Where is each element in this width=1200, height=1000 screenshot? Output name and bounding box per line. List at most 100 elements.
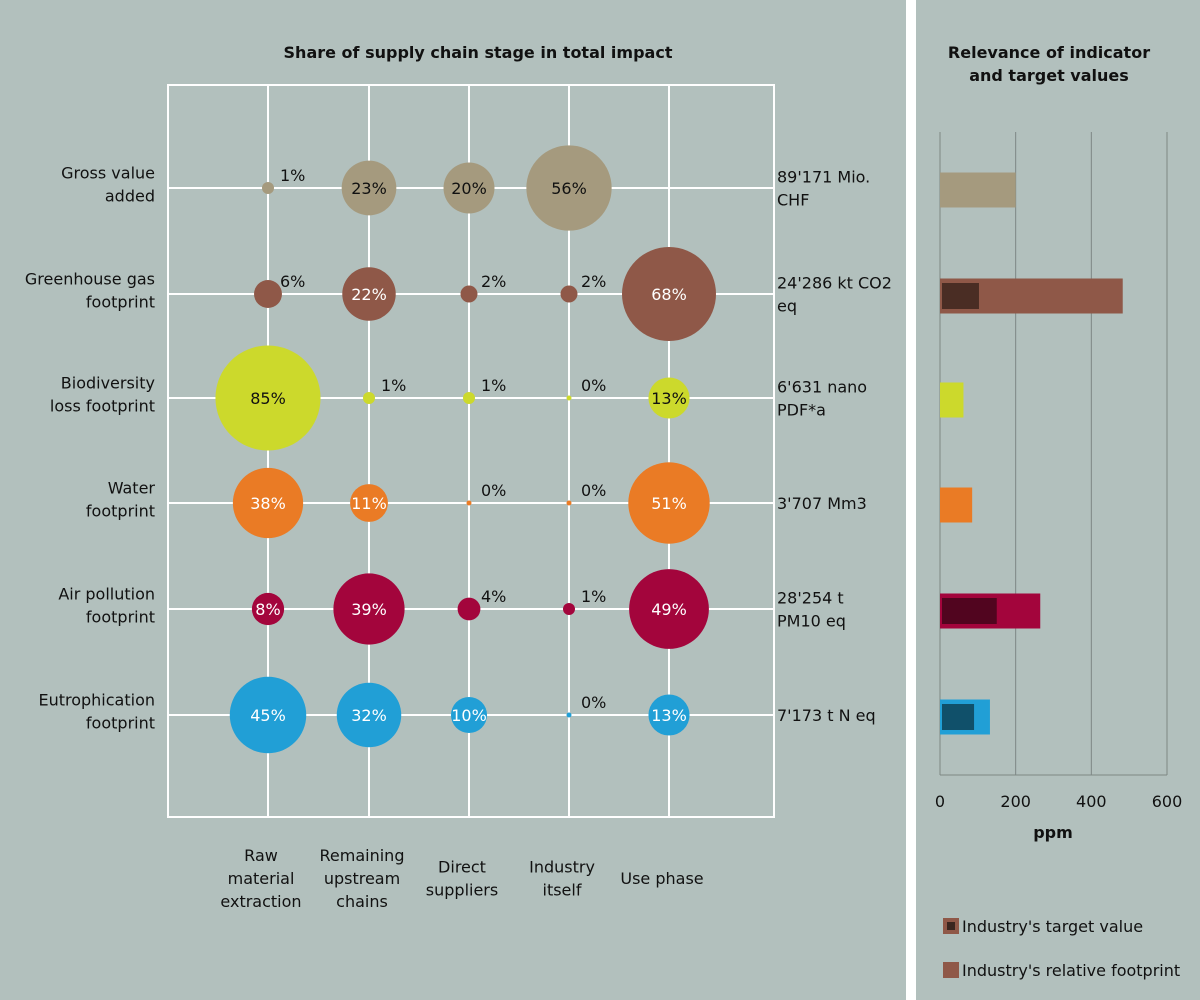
stage-label: chains	[336, 892, 388, 911]
stage-label: Industry	[529, 858, 595, 877]
total-value-label: 24'286 kt CO2	[777, 274, 892, 293]
stage-label: Remaining	[320, 846, 405, 865]
total-value-label: CHF	[777, 191, 809, 210]
bubble	[341, 160, 397, 216]
bubble	[466, 500, 472, 506]
bubble	[457, 597, 481, 621]
bubble	[443, 162, 495, 214]
bubble	[262, 182, 274, 194]
total-value-label: 89'171 Mio.	[777, 168, 870, 187]
target-bar	[942, 598, 997, 624]
bubble	[333, 573, 405, 645]
footprint-bar	[940, 382, 964, 418]
bubble-value-label: 11%	[351, 494, 387, 513]
bubble	[254, 280, 282, 308]
total-value-label: PM10 eq	[777, 612, 846, 631]
bubble	[648, 694, 690, 736]
legend-swatch-footprint	[943, 962, 959, 978]
bubble	[629, 569, 709, 649]
bubble-value-label: 51%	[651, 494, 687, 513]
bubble-value-label: 45%	[250, 706, 286, 725]
bubble	[336, 682, 402, 748]
x-tick-label: 600	[1152, 792, 1183, 811]
indicator-label: footprint	[86, 608, 155, 627]
bubble-value-label: 0%	[581, 693, 606, 712]
bubble-value-label: 0%	[481, 481, 506, 500]
bubble	[566, 500, 572, 506]
bubble	[648, 377, 690, 419]
indicator-label: footprint	[86, 714, 155, 733]
bubble-value-label: 2%	[581, 272, 606, 291]
footprint-bar	[940, 172, 1016, 208]
bubble	[566, 712, 572, 718]
bubble	[342, 267, 396, 321]
bubble-value-label: 0%	[581, 481, 606, 500]
bubble-value-label: 39%	[351, 600, 387, 619]
bubble	[215, 345, 321, 451]
bubble-value-label: 22%	[351, 285, 387, 304]
total-value-label: 28'254 t	[777, 589, 844, 608]
bubble-value-label: 10%	[451, 706, 487, 725]
bubble-value-label: 2%	[481, 272, 506, 291]
indicator-label: Gross value	[61, 164, 155, 183]
bubble	[350, 484, 388, 522]
bar-chart-title: and target values	[969, 66, 1129, 85]
stage-label: Direct	[438, 858, 486, 877]
target-bar	[942, 283, 979, 309]
total-value-label: PDF*a	[777, 401, 826, 420]
bubble-value-label: 32%	[351, 706, 387, 725]
legend-swatch-target-inner	[947, 922, 955, 930]
bubble-value-label: 13%	[651, 706, 687, 725]
bubble-value-label: 20%	[451, 179, 487, 198]
legend-label: Industry's relative footprint	[962, 961, 1180, 980]
stage-label: Use phase	[620, 869, 703, 888]
indicator-label: footprint	[86, 293, 155, 312]
indicator-label: added	[105, 187, 155, 206]
bubble	[450, 696, 488, 734]
bubble	[232, 467, 304, 539]
bubble	[229, 676, 307, 754]
bubble	[621, 246, 717, 342]
bubble-value-label: 38%	[250, 494, 286, 513]
bubble	[526, 145, 612, 231]
bubble-value-label: 4%	[481, 587, 506, 606]
bubble-value-label: 13%	[651, 389, 687, 408]
total-value-label: eq	[777, 297, 797, 316]
indicator-label: Biodiversity	[61, 374, 155, 393]
total-value-label: 7'173 t N eq	[777, 706, 876, 725]
bubble-value-label: 49%	[651, 600, 687, 619]
bubble-value-label: 85%	[250, 389, 286, 408]
indicator-label: loss footprint	[50, 397, 155, 416]
legend-label: Industry's target value	[962, 917, 1143, 936]
bubble-value-label: 6%	[280, 272, 305, 291]
total-value-label: 6'631 nano	[777, 378, 867, 397]
bubble-value-label: 0%	[581, 376, 606, 395]
panel-divider	[906, 0, 916, 1000]
bubble	[566, 395, 572, 401]
footprint-bar	[940, 487, 973, 523]
bubble-value-label: 8%	[255, 600, 280, 619]
bubble-value-label: 1%	[280, 166, 305, 185]
bar-chart-title: Relevance of indicator	[948, 43, 1150, 62]
bubble	[628, 462, 710, 544]
indicator-label: Water	[108, 479, 156, 498]
bubble	[563, 603, 575, 615]
bubble-value-label: 1%	[381, 376, 406, 395]
bubble	[251, 592, 285, 626]
stage-label: suppliers	[426, 881, 498, 900]
stage-label: itself	[543, 881, 582, 900]
stage-label: Raw	[244, 846, 278, 865]
stage-label: extraction	[220, 892, 301, 911]
x-tick-label: 200	[1000, 792, 1031, 811]
x-tick-label: 0	[935, 792, 945, 811]
indicator-label: Greenhouse gas	[25, 270, 155, 289]
bubble-value-label: 56%	[551, 179, 587, 198]
x-tick-label: 400	[1076, 792, 1107, 811]
target-bar	[942, 704, 975, 730]
bubble-value-label: 1%	[581, 587, 606, 606]
bubble-value-label: 68%	[651, 285, 687, 304]
indicator-label: Air pollution	[58, 585, 155, 604]
x-axis-label: ppm	[1033, 823, 1073, 842]
stage-label: material	[228, 869, 295, 888]
